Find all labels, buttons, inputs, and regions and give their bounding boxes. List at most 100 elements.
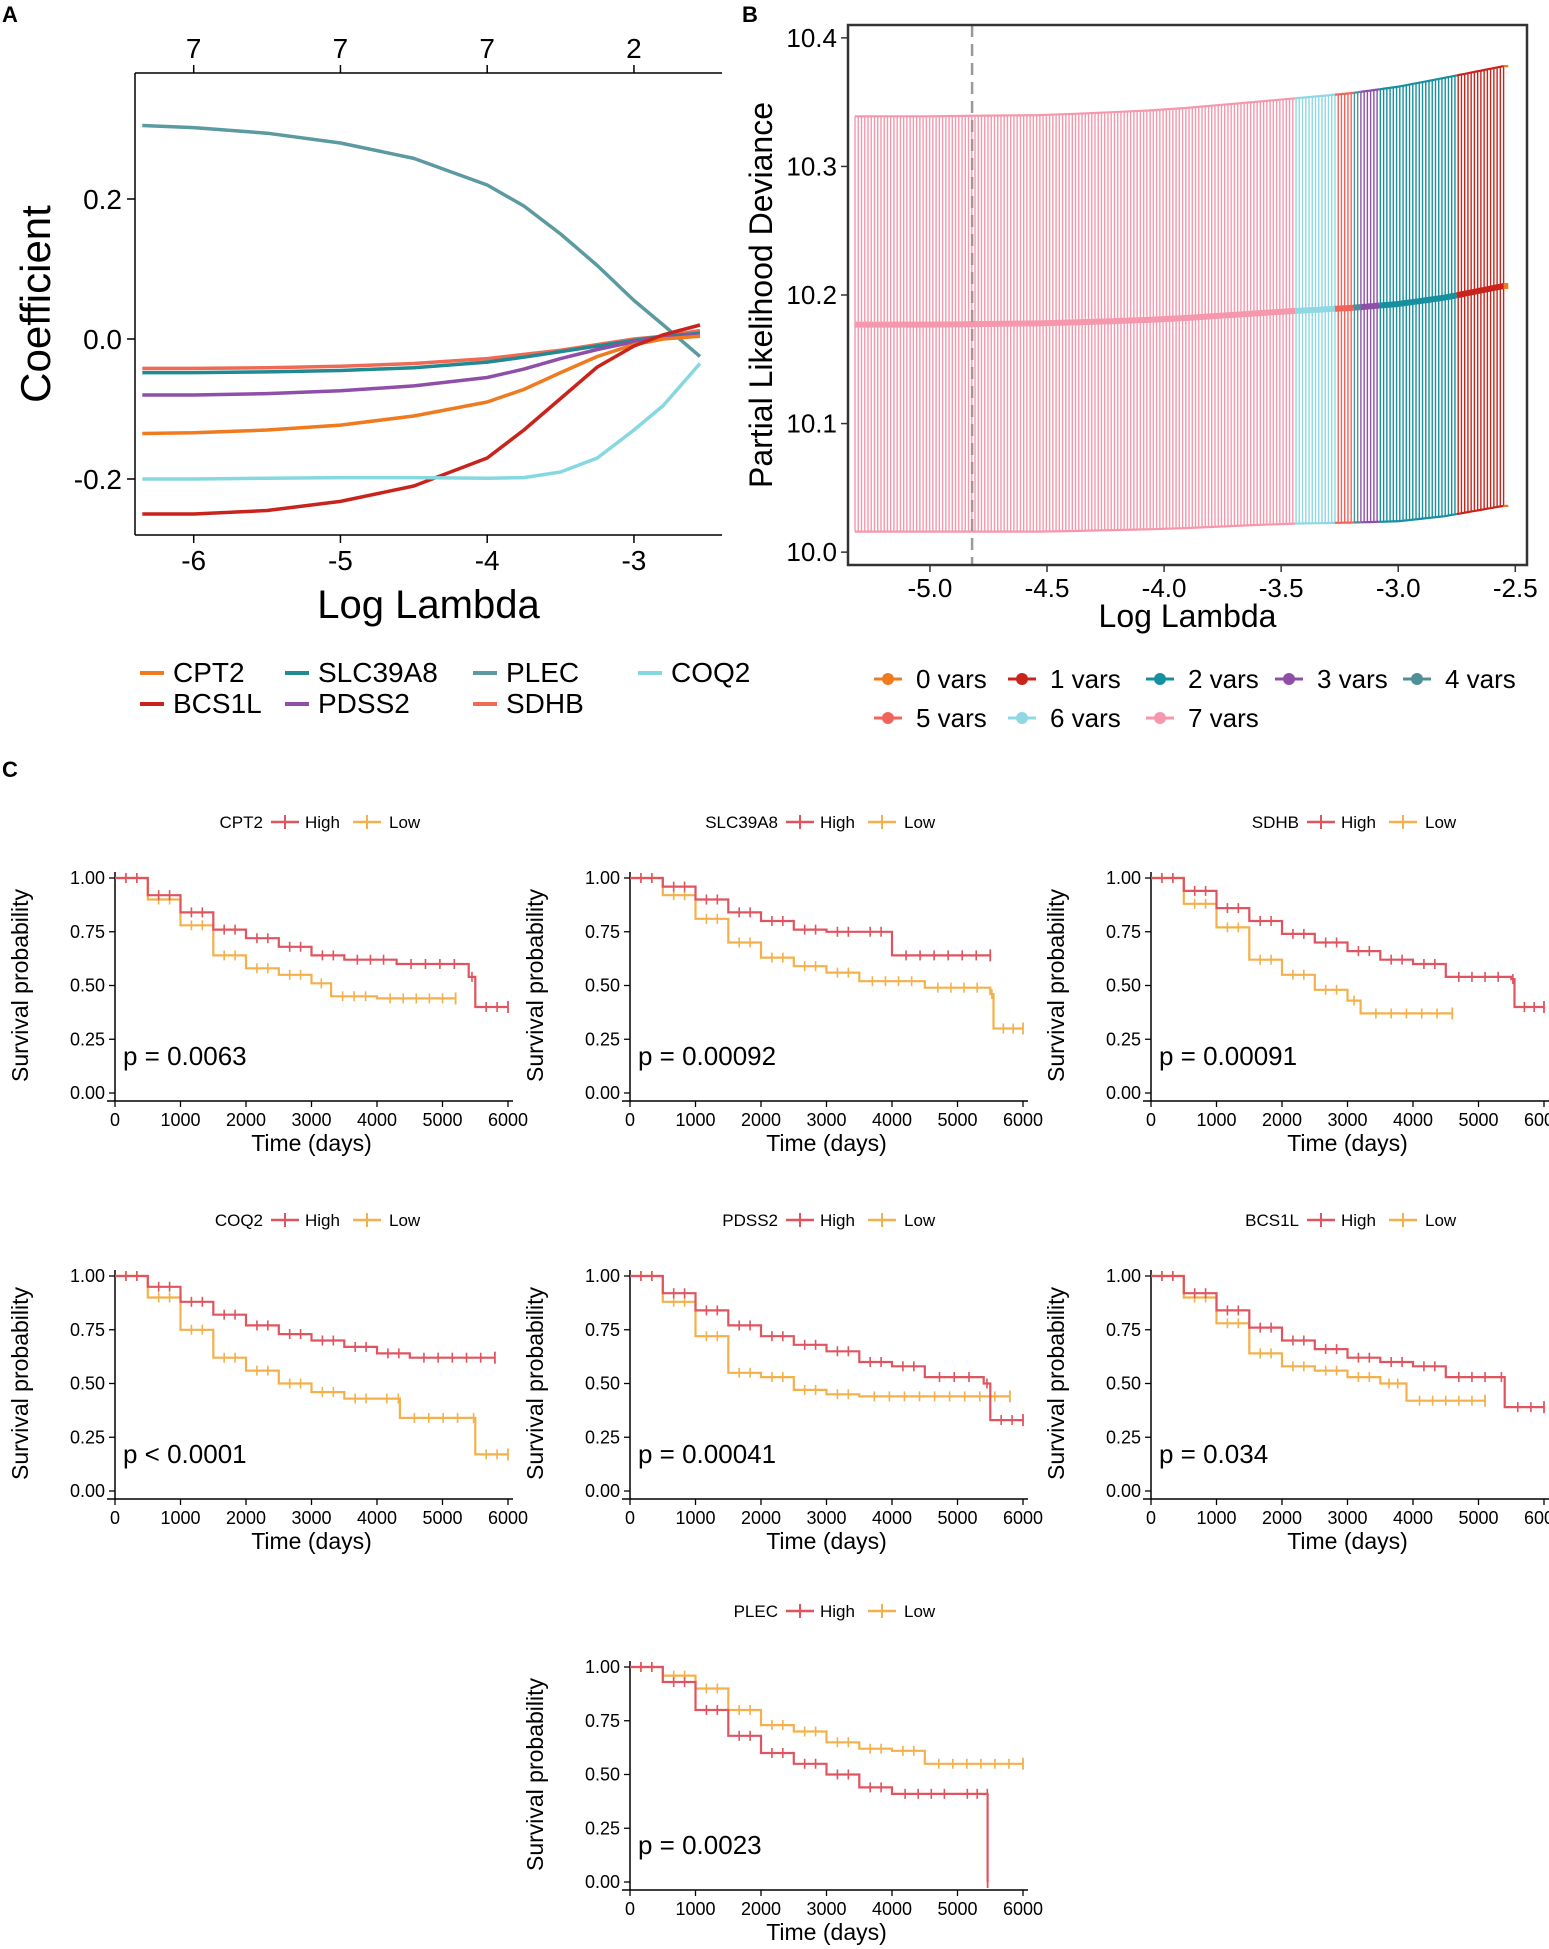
- x-tick-label: -3.0: [1376, 573, 1421, 603]
- y-tick-label: 1.00: [70, 868, 105, 888]
- x-axis-title: Time (days): [1287, 1130, 1408, 1156]
- coef-line-pdss2: [142, 333, 701, 397]
- x-tick-label: -6: [181, 545, 206, 576]
- y-tick-label: 10.2: [786, 280, 837, 310]
- y-tick-label: 0.75: [1106, 922, 1141, 942]
- km-curve-low: [630, 876, 1023, 1030]
- x-tick-label: 5000: [937, 1899, 977, 1919]
- legend-label: 3 vars: [1317, 664, 1388, 694]
- legend-key-dot: [1283, 673, 1295, 685]
- km-curve-high: [630, 1274, 1023, 1422]
- lower-curve-segment: [855, 522, 1296, 533]
- y-axis-title: Survival probability: [1043, 1286, 1069, 1480]
- x-tick-label: 0: [625, 1110, 635, 1130]
- x-tick-label: 4000: [357, 1110, 397, 1130]
- y-tick-label: -0.2: [74, 464, 122, 495]
- upper-curve-segment: [1353, 90, 1361, 94]
- x-tick-label: -4: [475, 545, 500, 576]
- survival-plot-plec: PLEC High Low 0 1000 2000 3000 4000 5000 6000 0.00…: [522, 1602, 1043, 1945]
- x-axis-title: Time (days): [251, 1130, 372, 1156]
- legend-key-dot: [1016, 712, 1028, 724]
- y-tick-label: 0.0: [83, 324, 122, 355]
- upper-curve-segment: [1456, 65, 1504, 77]
- x-tick-label: 2000: [1262, 1508, 1302, 1528]
- x-tick-label: 1000: [160, 1508, 200, 1528]
- legend-label: PLEC: [506, 657, 579, 688]
- km-curve-low: [1151, 876, 1453, 1015]
- x-tick-label: -5: [328, 545, 353, 576]
- top-tick-label: 7: [333, 33, 349, 64]
- legend-label: SLC39A8: [318, 657, 438, 688]
- x-tick-label: 4000: [872, 1899, 912, 1919]
- y-tick-label: 0.50: [585, 976, 620, 996]
- x-tick-label: 5000: [937, 1508, 977, 1528]
- x-tick-label: -4.0: [1142, 573, 1187, 603]
- x-tick-label: 2000: [741, 1508, 781, 1528]
- legend-title: BCS1L: [1245, 1211, 1299, 1230]
- legend-title: COQ2: [215, 1211, 263, 1230]
- legend-label-low: Low: [904, 813, 936, 832]
- x-tick-label: 1000: [1196, 1508, 1236, 1528]
- x-tick-label: 4000: [1393, 1508, 1433, 1528]
- y-axis-title: Survival probability: [522, 1286, 548, 1480]
- x-tick-label: -3: [621, 545, 646, 576]
- y-tick-label: 0.25: [1106, 1029, 1141, 1049]
- mean-curve-segment: [1379, 292, 1458, 309]
- x-tick-label: 3000: [1327, 1110, 1367, 1130]
- y-tick-label: 0.75: [585, 922, 620, 942]
- panel-c-label: C: [2, 757, 18, 782]
- legend-label: 1 vars: [1050, 664, 1121, 694]
- x-tick-label: 5000: [1458, 1508, 1498, 1528]
- y-tick-label: 0.75: [70, 1320, 105, 1340]
- legend-key-dot: [1411, 673, 1423, 685]
- legend-label-high: High: [305, 813, 340, 832]
- x-tick-label: 6000: [1003, 1508, 1043, 1528]
- x-tick-label: 1000: [1196, 1110, 1236, 1130]
- x-tick-label: 1000: [675, 1899, 715, 1919]
- legend-label-low: Low: [389, 813, 421, 832]
- x-tick-label: 3000: [1327, 1508, 1367, 1528]
- x-tick-label: 3000: [291, 1110, 331, 1130]
- y-tick-label: 0.75: [1106, 1320, 1141, 1340]
- lasso-coefficient-chart: -6 -5 -4 -3 7 7 7 2 0.2 0.0 -0.2 Log Lambda Coeffici…: [12, 33, 750, 719]
- legend-label: BCS1L: [173, 688, 262, 719]
- legend-label: 2 vars: [1188, 664, 1259, 694]
- y-tick-label: 0.50: [585, 1374, 620, 1394]
- y-tick-label: 0.25: [70, 1029, 105, 1049]
- survival-plot-slc39a8: SLC39A8 High Low 0 1000 2000 3000 4000 5000 6000 0…: [522, 813, 1043, 1156]
- legend-label: 4 vars: [1445, 664, 1516, 694]
- legend-label: 7 vars: [1188, 703, 1259, 733]
- y-tick-label: 1.00: [70, 1266, 105, 1286]
- y-tick-label: 0.25: [1106, 1427, 1141, 1447]
- km-curve-high: [115, 876, 508, 1009]
- km-curve-low: [115, 1274, 508, 1456]
- upper-curve-segment: [1379, 74, 1458, 91]
- y-tick-label: 0.50: [585, 1765, 620, 1785]
- legend-label: COQ2: [671, 657, 750, 688]
- mean-curve-segment: [1295, 305, 1336, 314]
- panel-a-label: A: [2, 2, 18, 27]
- x-tick-label: 6000: [1524, 1508, 1549, 1528]
- mean-curve-segment: [1334, 304, 1354, 312]
- x-tick-label: 3000: [806, 1508, 846, 1528]
- legend-label-high: High: [820, 1602, 855, 1621]
- legend-label: PDSS2: [318, 688, 410, 719]
- y-tick-label: 0.50: [1106, 1374, 1141, 1394]
- lower-curve-segment: [1360, 520, 1380, 524]
- coef-line-coq2: [142, 362, 702, 481]
- upper-curve-segment: [855, 97, 1296, 118]
- upper-curve-segment: [1360, 88, 1380, 93]
- y-tick-label: 0.00: [1106, 1083, 1141, 1103]
- legend-label-high: High: [305, 1211, 340, 1230]
- y-axis-title: Survival probability: [1043, 888, 1069, 1082]
- p-value: p = 0.0023: [638, 1830, 762, 1860]
- legend-title: SDHB: [1252, 813, 1299, 832]
- p-value: p = 0.034: [1159, 1439, 1268, 1469]
- p-value: p < 0.0001: [123, 1439, 247, 1469]
- x-tick-label: 0: [110, 1508, 120, 1528]
- survival-plot-sdhb: SDHB High Low 0 1000 2000 3000 4000 5000 6000 0.00…: [1043, 813, 1549, 1156]
- km-curve-low: [630, 1274, 1010, 1398]
- km-curve-high: [115, 1274, 495, 1359]
- mean-curve-segment: [1456, 283, 1505, 299]
